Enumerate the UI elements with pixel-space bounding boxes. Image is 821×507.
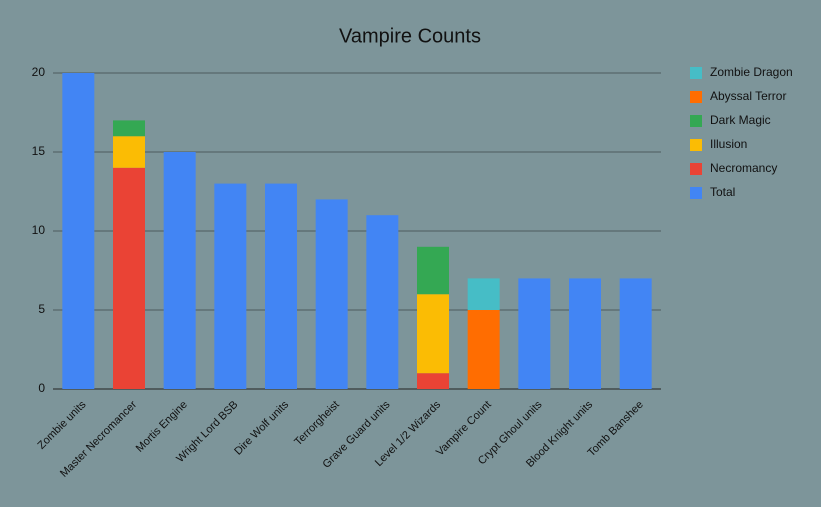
bar-segment	[417, 246, 449, 295]
bar-segment	[417, 373, 449, 389]
y-tick-label: 15	[32, 144, 46, 158]
legend-swatch	[690, 67, 702, 79]
legend-swatch	[690, 163, 702, 175]
legend-swatch	[690, 139, 702, 151]
bar-segment	[619, 278, 652, 389]
y-tick-label: 20	[32, 65, 46, 79]
bar-segment	[467, 278, 500, 310]
legend-swatch	[690, 187, 702, 199]
legend-label: Dark Magic	[710, 113, 771, 127]
y-tick-label: 10	[32, 223, 46, 237]
x-tick-label: Terrorgheist	[292, 399, 342, 449]
x-tick-label: Dire Wolf units	[232, 398, 291, 457]
legend-label: Illusion	[710, 137, 747, 151]
bar-segment	[315, 199, 348, 389]
x-tick-label: Zombie units	[35, 398, 88, 451]
legend-swatch	[690, 91, 702, 103]
bar-segment	[163, 152, 196, 389]
legend-label: Zombie Dragon	[710, 65, 793, 79]
y-tick-label: 0	[38, 381, 45, 395]
bar-segment	[214, 183, 247, 389]
bar-segment	[62, 73, 95, 389]
y-tick-label: 5	[38, 302, 45, 316]
bar-segment	[113, 167, 145, 389]
bar-segment	[265, 183, 297, 389]
legend-label: Necromancy	[710, 161, 777, 175]
bar-segment	[518, 278, 551, 389]
bar-segment	[569, 278, 601, 389]
x-tick-label: Mortis Engine	[134, 399, 190, 455]
chart-title: Vampire Counts	[339, 25, 481, 47]
bar-segment	[417, 294, 449, 374]
bar-segment	[366, 215, 399, 389]
bar-segment	[113, 136, 145, 168]
legend-label: Total	[710, 185, 735, 199]
bar-segment	[113, 120, 145, 137]
bar-segment	[467, 310, 500, 389]
legend-label: Abyssal Terror	[710, 89, 786, 103]
legend-swatch	[690, 115, 702, 127]
